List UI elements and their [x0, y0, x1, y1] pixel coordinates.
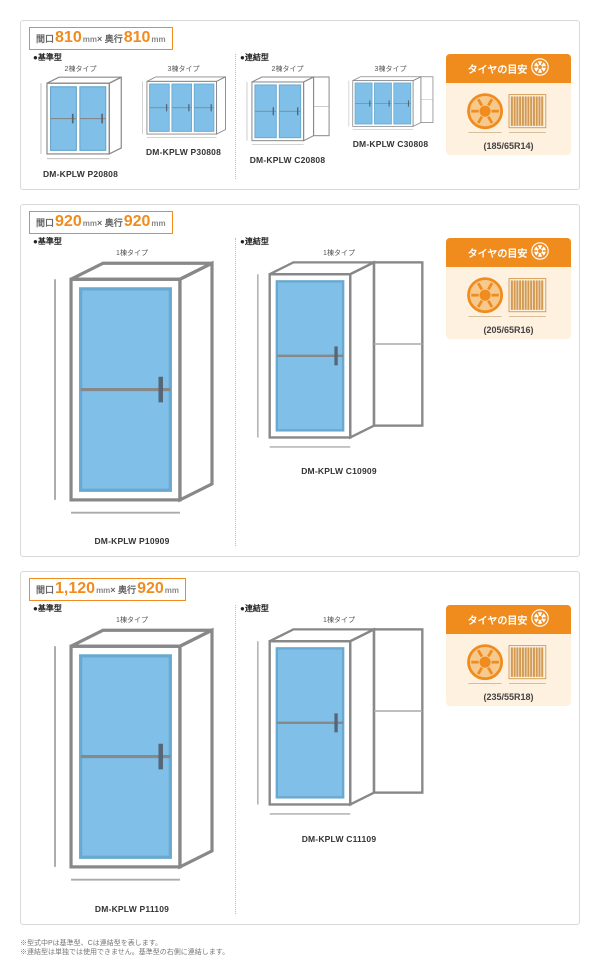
model-number: DM-KPLW C11109 — [302, 834, 377, 844]
cabinet-drawing — [35, 76, 126, 167]
type-label: ●基準型 — [33, 603, 62, 614]
dim-unit: mm — [151, 219, 165, 228]
dim-mid: × 奥行 — [97, 218, 123, 228]
dim-prefix: 間口 — [36, 34, 54, 44]
type-label: ●連結型 — [240, 236, 269, 247]
dim-mid: × 奥行 — [110, 585, 136, 595]
drawings-row: ●基準型 1棟タイプ DM-KPLW P11109 ●連結型 1棟タイプ DM-KPLW … — [29, 605, 442, 913]
tire-guide-header: タイヤの目安 — [446, 54, 571, 83]
type-label: ●基準型 — [33, 236, 62, 247]
spec-section: 間口920mm× 奥行920mm●基準型1棟タイプDM-KPLW P10909●… — [20, 204, 580, 557]
model-number: DM-KPLW P30808 — [146, 147, 221, 157]
product-cell: 3棟タイプ DM-KPLW P30808 — [132, 54, 235, 179]
tire-guide: タイヤの目安 (185/65R14) — [446, 54, 571, 179]
wheel-icon — [531, 58, 549, 79]
footnote-line: ※連結型は単独では使用できません。基準型の右側に連結します。 — [20, 948, 580, 957]
type-label: ●連結型 — [240, 52, 269, 63]
tire-spec: (235/55R18) — [483, 692, 533, 702]
tire-guide-title: タイヤの目安 — [468, 245, 528, 260]
cabinet-drawing — [39, 627, 225, 901]
tire-guide: タイヤの目安 (235/55R18) — [446, 605, 571, 913]
dim-unit: mm — [151, 35, 165, 44]
tire-guide: タイヤの目安 (205/65R16) — [446, 238, 571, 546]
tire-guide-header: タイヤの目安 — [446, 605, 571, 634]
tire-graphic — [463, 273, 555, 321]
dim-width: 920 — [54, 213, 83, 230]
cabinet-drawing — [345, 76, 436, 137]
tire-guide-header: タイヤの目安 — [446, 238, 571, 267]
product-cell: ●連結型 1棟タイプ DM-KPLW C10909 — [235, 238, 442, 546]
wheel-icon — [531, 242, 549, 263]
subtype-label: 1棟タイプ — [323, 615, 355, 625]
model-number: DM-KPLW P20808 — [43, 169, 118, 179]
dim-depth: 920 — [136, 580, 165, 597]
model-number: DM-KPLW C20808 — [250, 155, 326, 165]
subtype-label: 3棟タイプ — [168, 64, 200, 74]
dim-depth: 810 — [123, 29, 152, 46]
tire-spec: (205/65R16) — [483, 325, 533, 335]
dimension-box: 間口920mm× 奥行920mm — [29, 211, 173, 234]
product-cell: ●基準型 1棟タイプ DM-KPLW P11109 — [29, 605, 235, 913]
type-label: ●基準型 — [33, 52, 62, 63]
model-number: DM-KPLW C30808 — [353, 139, 429, 149]
cabinet-drawing — [138, 76, 229, 145]
subtype-label: 1棟タイプ — [323, 248, 355, 258]
product-cell: 3棟タイプ DM-KPLW C30808 — [339, 54, 442, 179]
tire-guide-body: (185/65R14) — [446, 83, 571, 155]
subtype-label: 1棟タイプ — [116, 248, 148, 258]
tire-graphic — [463, 89, 555, 137]
tire-guide-title: タイヤの目安 — [468, 61, 528, 76]
dim-unit: mm — [165, 586, 179, 595]
tire-graphic — [463, 640, 555, 688]
model-number: DM-KPLW C10909 — [301, 466, 377, 476]
wheel-icon — [531, 609, 549, 630]
drawings-row: ●基準型 1棟タイプ DM-KPLW P10909 ●連結型 1棟タイプ DM-KPLW … — [29, 238, 442, 546]
subtype-label: 2棟タイプ — [65, 64, 97, 74]
tire-guide-title: タイヤの目安 — [468, 612, 528, 627]
footnote-line: ※型式中Pは基準型、Cは連結型を表します。 — [20, 939, 580, 948]
subtype-label: 2棟タイプ — [272, 64, 304, 74]
dimension-box: 間口810mm× 奥行810mm — [29, 27, 173, 50]
product-cell: ●連結型 1棟タイプ DM-KPLW C11109 — [235, 605, 442, 913]
subtype-label: 1棟タイプ — [116, 615, 148, 625]
dim-prefix: 間口 — [36, 585, 54, 595]
spec-section: 間口810mm× 奥行810mm●基準型2棟タイプDM-KPLW P208083… — [20, 20, 580, 190]
spec-section: 間口1,120mm× 奥行920mm●基準型1棟タイプDM-KPLW P1110… — [20, 571, 580, 924]
dim-prefix: 間口 — [36, 218, 54, 228]
subtype-label: 3棟タイプ — [375, 64, 407, 74]
tire-guide-body: (235/55R18) — [446, 634, 571, 706]
dim-width: 1,120 — [54, 580, 96, 597]
cabinet-drawing — [246, 627, 432, 831]
model-number: DM-KPLW P11109 — [95, 904, 169, 914]
tire-spec: (185/65R14) — [483, 141, 533, 151]
cabinet-drawing — [242, 76, 333, 153]
cabinet-drawing — [39, 260, 225, 534]
tire-guide-body: (205/65R16) — [446, 267, 571, 339]
footnotes: ※型式中Pは基準型、Cは連結型を表します。※連結型は単独では使用できません。基準… — [20, 939, 580, 957]
dim-depth: 920 — [123, 213, 152, 230]
dimension-box: 間口1,120mm× 奥行920mm — [29, 578, 186, 601]
type-label: ●連結型 — [240, 603, 269, 614]
dim-unit: mm — [83, 219, 97, 228]
dim-width: 810 — [54, 29, 83, 46]
product-cell: ●基準型2棟タイプ DM-KPLW P20808 — [29, 54, 132, 179]
dim-unit: mm — [96, 586, 110, 595]
product-cell: ●基準型 1棟タイプ DM-KPLW P10909 — [29, 238, 235, 546]
model-number: DM-KPLW P10909 — [94, 536, 169, 546]
dim-unit: mm — [83, 35, 97, 44]
dim-mid: × 奥行 — [97, 34, 123, 44]
cabinet-drawing — [246, 260, 432, 464]
drawings-row: ●基準型2棟タイプDM-KPLW P208083棟タイプDM-KPLW P308… — [29, 54, 442, 179]
product-cell: ●連結型2棟タイプ DM-KPLW C20808 — [235, 54, 339, 179]
